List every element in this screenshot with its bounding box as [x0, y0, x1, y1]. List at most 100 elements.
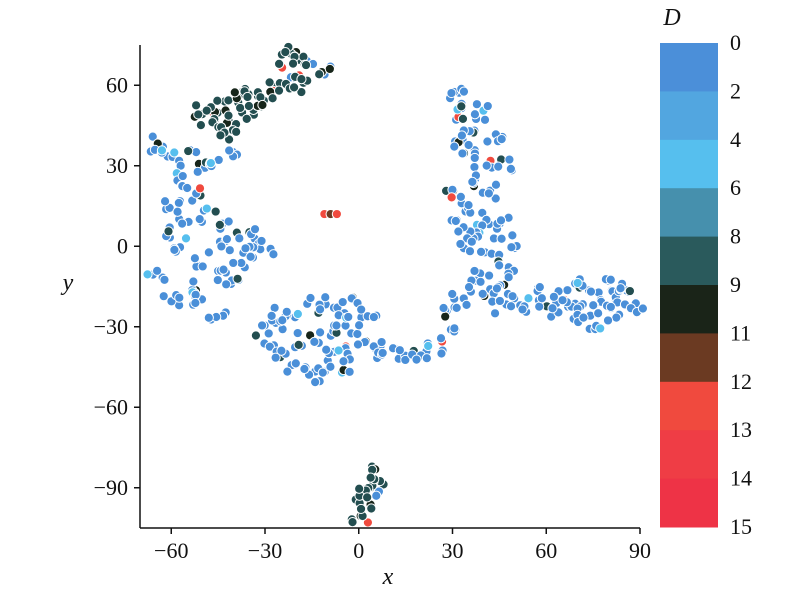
data-point	[365, 472, 376, 483]
data-point	[224, 245, 235, 256]
data-point	[223, 110, 234, 121]
data-point	[376, 336, 387, 348]
data-point	[218, 264, 229, 275]
data-point	[507, 230, 518, 241]
data-point	[221, 279, 232, 290]
data-point	[183, 145, 194, 157]
data-point	[235, 102, 246, 114]
data-point	[353, 320, 365, 331]
data-point	[214, 219, 225, 230]
data-point	[223, 216, 234, 227]
colorbar-segment	[660, 381, 718, 431]
data-point	[394, 345, 405, 356]
colorbar-segment	[660, 333, 718, 383]
data-point	[489, 308, 501, 319]
data-point	[331, 320, 342, 331]
data-point	[366, 503, 377, 514]
data-point	[496, 233, 507, 244]
colorbar-label: 11	[730, 320, 751, 345]
data-point	[212, 95, 223, 106]
data-point	[241, 113, 252, 124]
data-point	[572, 277, 583, 289]
data-point	[317, 367, 328, 378]
data-point	[270, 352, 281, 363]
data-point	[585, 286, 597, 297]
data-point	[266, 310, 277, 322]
colorbar: 0 2 4 6 8 9 11 12 13 14 15	[660, 30, 752, 539]
data-point	[234, 233, 245, 244]
x-axis: −60 −30 0 30 60 90	[140, 527, 651, 563]
colorbar-segment	[660, 188, 718, 238]
data-point	[343, 311, 354, 323]
data-point	[159, 274, 170, 285]
data-point	[446, 87, 457, 99]
data-point	[495, 215, 507, 226]
data-point	[321, 344, 332, 355]
data-point	[228, 257, 239, 269]
x-tick-label: −30	[248, 538, 282, 563]
data-point	[483, 188, 494, 199]
data-point	[411, 354, 422, 365]
data-point	[463, 199, 474, 211]
data-point	[299, 363, 310, 375]
data-point	[466, 236, 477, 247]
data-point	[201, 203, 212, 214]
data-point	[562, 285, 573, 296]
data-point	[496, 134, 507, 145]
y-axis: 60 30 0 −30 −60 −90	[94, 45, 141, 528]
data-point	[224, 145, 235, 156]
colorbar-label: 2	[730, 78, 741, 103]
x-tick-label: 30	[442, 538, 464, 563]
colorbar-label: 6	[730, 175, 741, 200]
data-point	[293, 339, 304, 351]
data-point	[245, 251, 256, 262]
x-tick-label: 60	[535, 538, 557, 563]
data-point	[256, 320, 268, 331]
colorbar-label: 8	[730, 224, 741, 249]
data-point	[469, 109, 481, 120]
data-point	[305, 292, 316, 304]
data-point	[435, 333, 447, 344]
colorbar-label: 13	[730, 417, 752, 442]
data-point	[458, 86, 470, 97]
data-point	[469, 152, 480, 164]
data-point	[624, 285, 636, 297]
data-point	[223, 95, 234, 106]
colorbar-segment	[660, 478, 718, 528]
data-point	[368, 311, 379, 323]
data-point	[504, 154, 515, 165]
data-point	[493, 161, 504, 172]
data-point	[324, 63, 335, 75]
data-point	[242, 91, 253, 103]
data-point	[232, 273, 243, 284]
data-point	[548, 291, 559, 302]
data-point	[158, 291, 169, 302]
colorbar-segment	[660, 236, 718, 286]
data-point	[482, 100, 493, 112]
data-point	[325, 361, 336, 372]
data-point	[536, 293, 547, 304]
data-point	[314, 327, 326, 338]
data-point	[189, 253, 201, 264]
data-point	[159, 196, 171, 207]
data-point	[169, 147, 180, 158]
y-axis-label: y	[61, 270, 74, 296]
y-tick-label: 60	[106, 72, 128, 97]
data-point	[355, 503, 367, 515]
data-point	[534, 282, 545, 293]
data-point	[471, 99, 483, 110]
data-point	[595, 323, 606, 334]
data-point	[557, 295, 568, 306]
data-point	[287, 58, 299, 69]
data-point	[615, 283, 626, 294]
data-point	[320, 292, 331, 303]
data-point	[455, 238, 466, 250]
colorbar-label: 9	[730, 272, 741, 297]
data-point	[467, 176, 478, 187]
data-point	[477, 288, 488, 299]
data-point	[352, 339, 364, 350]
data-point	[264, 77, 275, 88]
data-point	[142, 269, 153, 280]
data-point	[300, 59, 312, 71]
data-point	[268, 249, 279, 260]
